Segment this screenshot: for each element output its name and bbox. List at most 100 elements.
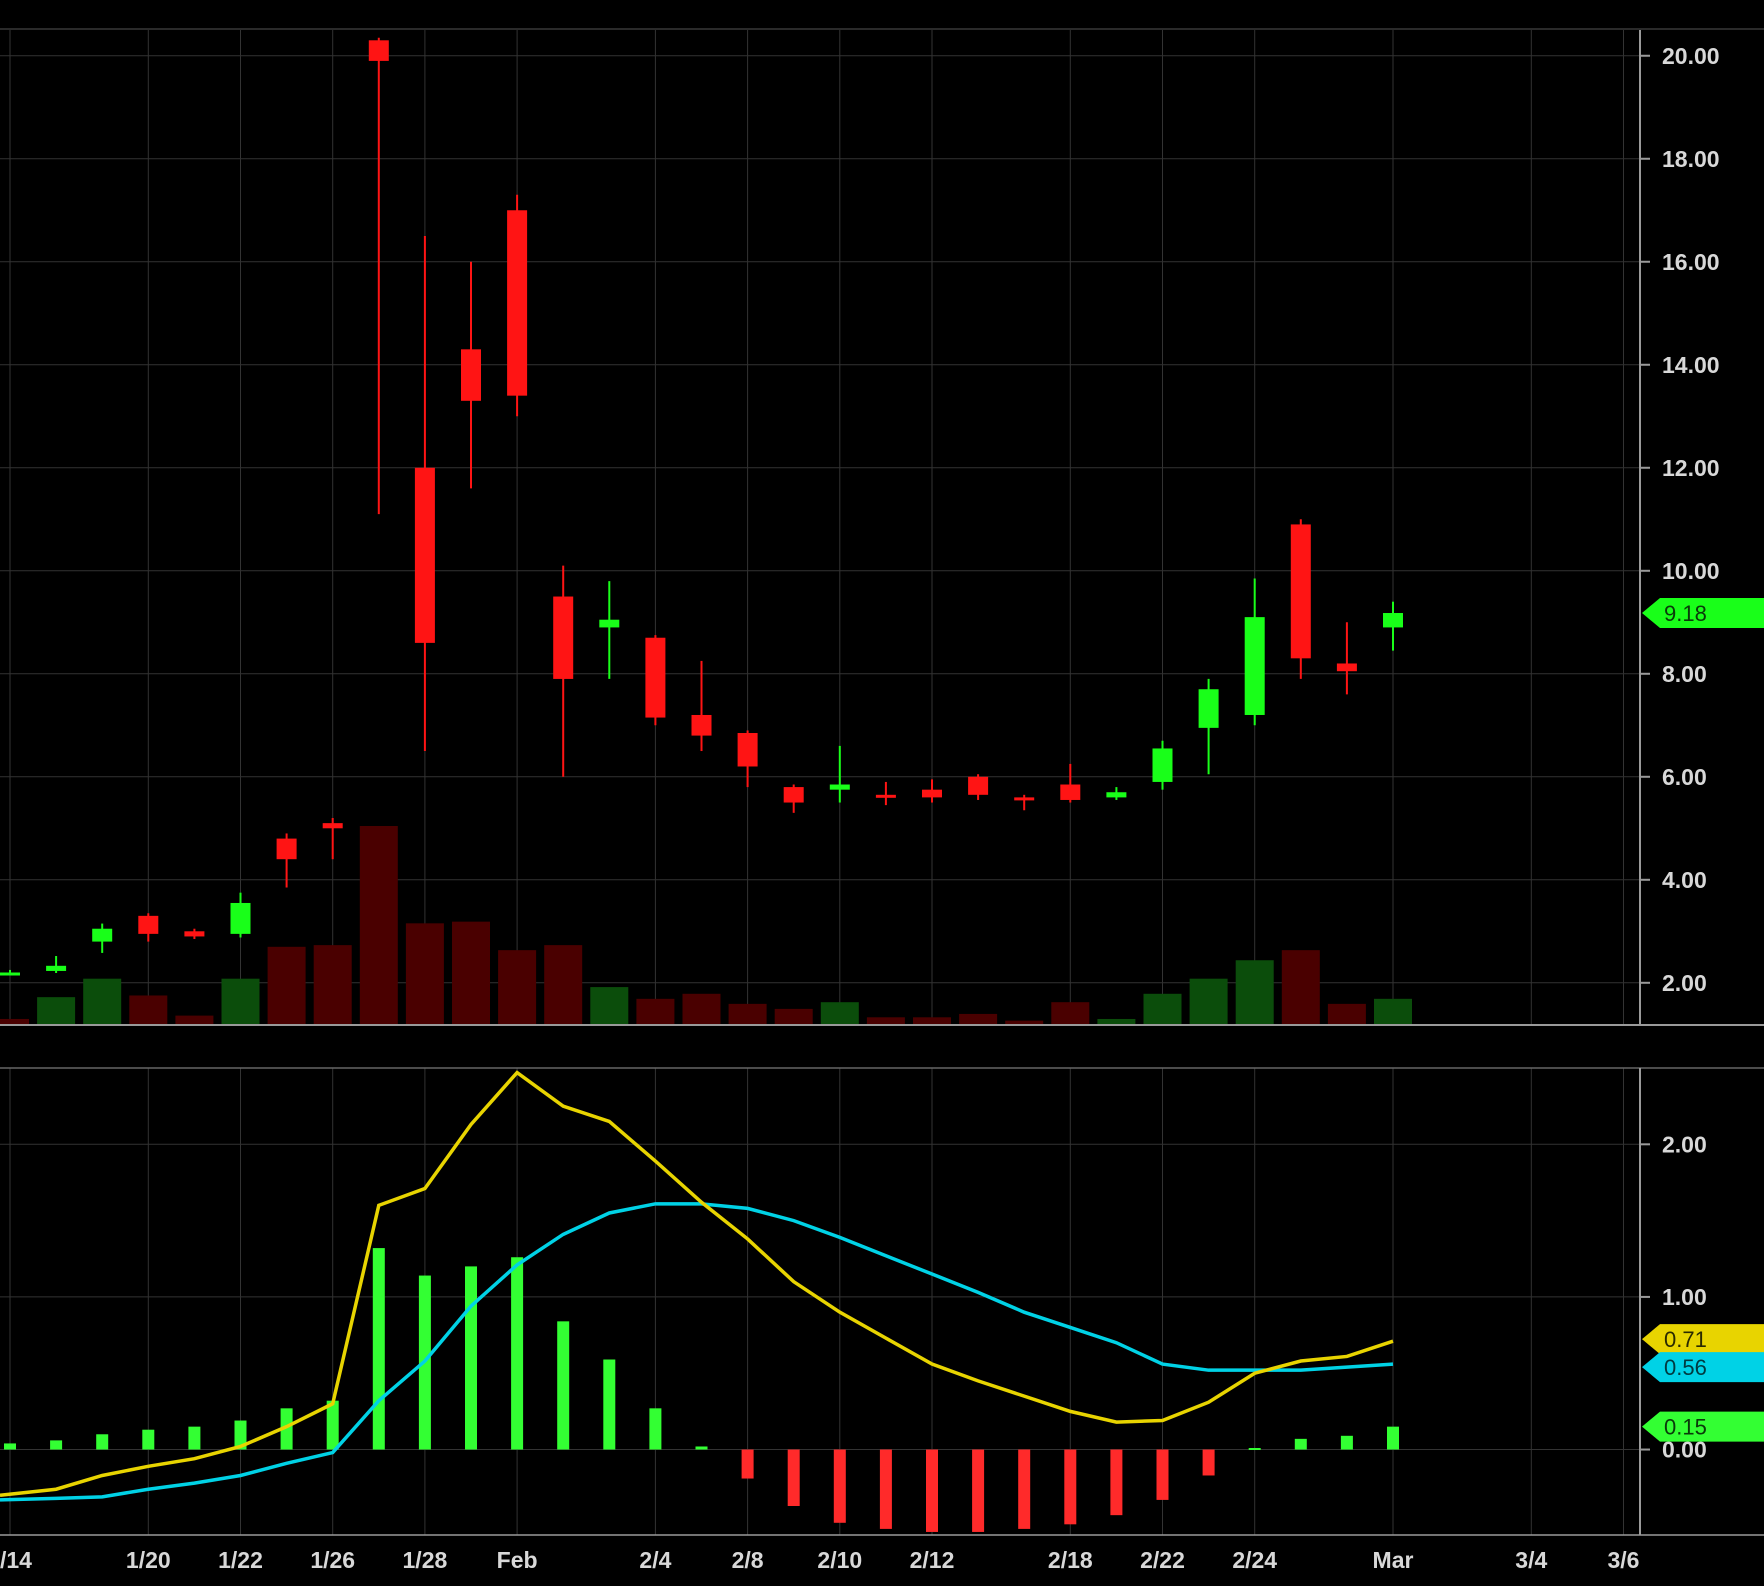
- volume-bar: [913, 1017, 951, 1024]
- candle: [276, 833, 297, 888]
- candle-body: [968, 776, 989, 795]
- candle-body: [645, 637, 666, 718]
- volume-bar: [544, 945, 583, 1024]
- candle: [138, 913, 159, 942]
- candle-body: [0, 972, 20, 976]
- volume-bar: [774, 1008, 813, 1024]
- signal-value: 0.56: [1664, 1355, 1707, 1380]
- candle: [92, 923, 113, 953]
- date-tick-label: 1/22: [218, 1547, 263, 1573]
- macd-histogram-bar: [96, 1434, 109, 1450]
- macd-histogram-bar: [50, 1440, 63, 1450]
- candle: [783, 784, 804, 813]
- date-tick-label: 2/8: [732, 1547, 764, 1573]
- date-tick-label: Feb: [497, 1547, 538, 1573]
- candle: [829, 745, 850, 803]
- candle: [230, 892, 251, 938]
- date-tick-label: 3/6: [1608, 1547, 1640, 1573]
- date-tick-label: 1/26: [310, 1547, 355, 1573]
- volume-bar: [1051, 1002, 1090, 1024]
- candle: [322, 817, 343, 860]
- macd-histogram-bar: [1064, 1449, 1077, 1525]
- candle: [599, 581, 620, 679]
- volume-bar: [1097, 1018, 1136, 1024]
- macd-histogram-bar: [1387, 1426, 1399, 1450]
- price-tick-label: 10.00: [1662, 558, 1720, 584]
- candle: [184, 928, 205, 940]
- candle-body: [829, 784, 850, 790]
- candle: [368, 37, 389, 515]
- candle: [414, 236, 435, 752]
- candle-body: [230, 902, 251, 934]
- candle: [1290, 519, 1311, 679]
- volume-bar: [682, 993, 721, 1024]
- candle-body: [138, 915, 159, 934]
- candle-body: [1290, 524, 1311, 659]
- last-price-tag: 9.18: [1642, 598, 1764, 629]
- candle: [1152, 740, 1173, 790]
- candle-body: [783, 787, 804, 803]
- volume-bar: [636, 998, 675, 1024]
- date-tick-label: 2/12: [910, 1547, 955, 1573]
- candle-body: [46, 965, 67, 971]
- macd-histogram-bar: [557, 1321, 570, 1450]
- volume-bar: [1281, 950, 1320, 1024]
- price-tick-label: 4.00: [1662, 867, 1707, 893]
- macd-histogram-bar: [326, 1400, 339, 1450]
- candle: [1198, 678, 1219, 775]
- volume-bar: [1327, 1003, 1366, 1024]
- macd-histogram-bar: [280, 1408, 293, 1450]
- macd-histogram-bar: [926, 1449, 938, 1532]
- macd-histogram-bar: [234, 1420, 247, 1450]
- candle: [1014, 794, 1035, 811]
- candle: [507, 194, 528, 417]
- candle-body: [1106, 792, 1127, 798]
- macd-histogram-bar: [511, 1257, 524, 1450]
- histogram-value-tag: 0.15: [1642, 1411, 1764, 1442]
- candle-body: [507, 210, 528, 396]
- volume-bar: [590, 987, 629, 1024]
- macd-grid: [0, 1068, 1640, 1535]
- macd-histogram-bar: [1110, 1449, 1123, 1516]
- volume-bars: [0, 826, 1412, 1024]
- macd-histogram-bar: [1018, 1449, 1031, 1529]
- candlesticks[interactable]: [0, 37, 1403, 976]
- price-axis: 2.00 4.00 6.00 8.00 10.00 12.00 14.00 16.00 18.0…: [1640, 43, 1720, 996]
- macd-value: 0.71: [1664, 1327, 1707, 1352]
- macd-tick-label: 1.00: [1662, 1284, 1707, 1310]
- volume-bar: [405, 923, 444, 1024]
- macd-histogram-bar: [1340, 1435, 1353, 1450]
- date-tick-label: 2/4: [639, 1547, 671, 1573]
- candle-body: [368, 40, 389, 61]
- candle: [461, 261, 481, 489]
- volume-bar: [221, 978, 260, 1024]
- macd-histogram-bar: [465, 1266, 477, 1450]
- candle-body: [599, 619, 620, 628]
- candle-body: [1336, 663, 1357, 672]
- candle-body: [737, 733, 758, 767]
- candle: [0, 969, 20, 976]
- price-tick-label: 2.00: [1662, 970, 1707, 996]
- price-panel[interactable]: [0, 30, 1640, 1024]
- volume-bar: [0, 1018, 29, 1024]
- candle-body: [922, 789, 942, 798]
- price-tick-label: 8.00: [1662, 661, 1707, 687]
- histogram-tag-shape: [1642, 1411, 1764, 1442]
- date-tick-label: 2/10: [817, 1547, 862, 1573]
- panel-frame: [0, 28, 1764, 1536]
- volume-bar: [498, 950, 537, 1024]
- price-tick-label: 18.00: [1662, 146, 1720, 172]
- date-tick-label: 2/18: [1048, 1547, 1093, 1573]
- macd-panel[interactable]: [0, 1068, 1640, 1535]
- last-price-value: 9.18: [1664, 601, 1707, 626]
- candle-body: [276, 838, 297, 860]
- candle-body: [184, 931, 205, 937]
- candle-body: [1383, 613, 1403, 628]
- candle: [737, 730, 758, 788]
- macd-histogram-bar: [972, 1449, 985, 1532]
- candle-body: [691, 714, 712, 736]
- macd-histogram: [4, 1248, 1399, 1532]
- volume-bar: [267, 946, 306, 1024]
- last-price-tag-shape: [1642, 598, 1764, 629]
